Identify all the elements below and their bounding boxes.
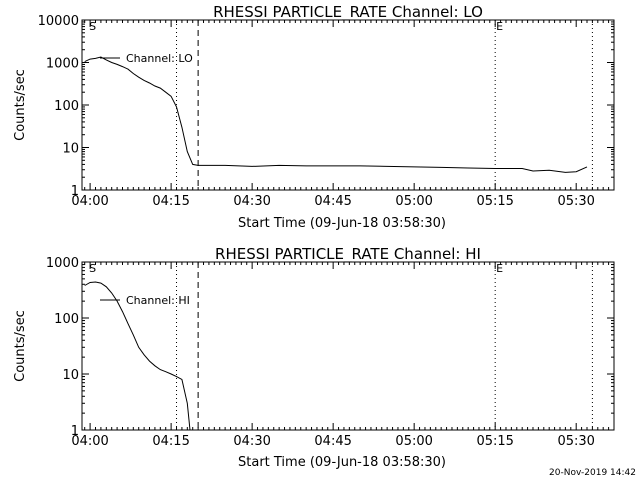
- x-tick-label: 04:45: [314, 434, 351, 449]
- y-axis-label: Counts/sec: [13, 310, 28, 382]
- y-tick-label: 100: [54, 99, 79, 114]
- footer-timestamp: 20-Nov-2019 14:42: [549, 468, 636, 478]
- legend-label: Channel: HI: [126, 294, 190, 307]
- plot-frame: [81, 261, 615, 431]
- y-tick-label: 1000: [46, 256, 79, 271]
- x-tick-label: 05:30: [557, 194, 594, 209]
- plot-frame: [81, 19, 615, 191]
- x-tick-label: 04:15: [152, 434, 189, 449]
- x-tick-label: 05:15: [476, 434, 513, 449]
- vline-label: E: [496, 20, 503, 33]
- chart-title: RHESSI PARTICLE_RATE Channel: LO: [213, 3, 483, 22]
- y-tick-label: 100: [54, 312, 79, 327]
- y-tick-label: 1: [71, 424, 79, 439]
- x-tick-label: 05:15: [476, 194, 513, 209]
- y-tick-label: 10: [62, 368, 79, 383]
- x-tick-label: 04:15: [152, 194, 189, 209]
- vline-label: E: [496, 262, 503, 275]
- x-tick-label: 04:00: [71, 194, 108, 209]
- y-axis-label: Counts/sec: [13, 69, 28, 141]
- panel-2: RHESSI PARTICLE_RATE Channel: HI 04:00 04:…: [13, 245, 615, 470]
- legend-label: Channel: LO: [126, 52, 193, 65]
- x-axis-label: Start Time (09-Jun-18 03:58:30): [238, 455, 446, 470]
- y-tick-label: 1: [71, 184, 79, 199]
- x-tick-label: 04:30: [233, 434, 270, 449]
- y-tick-label: 10: [62, 142, 79, 157]
- panel-1: RHESSI PARTICLE_RATE Channel: LO 04:00 04:…: [13, 3, 615, 231]
- x-tick-label: 05:00: [395, 194, 432, 209]
- x-tick-label: 05:00: [395, 434, 432, 449]
- y-tick-label: 1000: [46, 57, 79, 72]
- series-line-1: [84, 56, 588, 173]
- x-axis-label: Start Time (09-Jun-18 03:58:30): [238, 216, 446, 231]
- x-tick-label: 04:00: [71, 434, 108, 449]
- start-marker: S: [89, 262, 96, 275]
- series-line-1: [84, 281, 191, 430]
- y-tick-label: 10000: [38, 14, 79, 29]
- x-tick-label: 05:30: [557, 434, 594, 449]
- chart-title: RHESSI PARTICLE_RATE Channel: HI: [215, 245, 481, 264]
- start-marker: S: [89, 20, 96, 33]
- x-tick-label: 04:30: [233, 194, 270, 209]
- x-tick-label: 04:45: [314, 194, 351, 209]
